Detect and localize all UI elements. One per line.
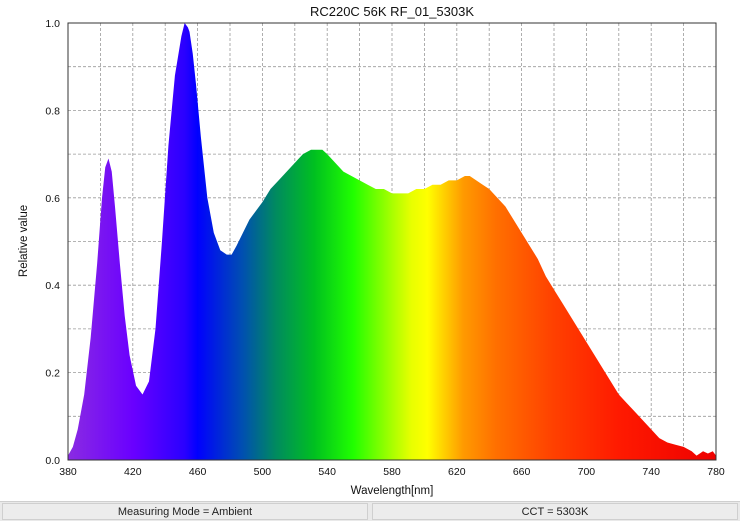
chart-title: RC220C 56K RF_01_5303K [310, 4, 474, 19]
cct-field: CCT = 5303K [372, 503, 738, 520]
plot-frame [67, 22, 717, 461]
y-axis-ticks: 0.0 0.2 0.4 0.6 0.8 1.0 [45, 18, 60, 467]
y-tick-label: 1.0 [45, 18, 60, 30]
x-tick-label: 380 [59, 466, 77, 478]
x-tick-label: 740 [642, 466, 660, 478]
y-tick-label: 0.6 [45, 193, 60, 205]
x-axis-label: Wavelength[nm] [351, 485, 434, 497]
spectrum-area [68, 23, 716, 460]
x-tick-label: 660 [513, 466, 531, 478]
status-bar: Measuring Mode = Ambient CCT = 5303K [0, 501, 740, 521]
measuring-mode-field: Measuring Mode = Ambient [2, 503, 368, 520]
x-tick-label: 420 [124, 466, 142, 478]
x-tick-label: 540 [318, 466, 336, 478]
y-tick-label: 0.4 [45, 280, 60, 292]
x-tick-label: 460 [189, 466, 207, 478]
y-axis-label: Relative value [18, 205, 30, 277]
x-tick-label: 700 [578, 466, 596, 478]
y-tick-label: 0.0 [45, 455, 60, 467]
x-tick-label: 580 [383, 466, 401, 478]
y-tick-label: 0.8 [45, 105, 60, 117]
x-tick-label: 500 [254, 466, 272, 478]
x-axis-ticks: 380 420 460 500 540 580 620 660 700 740 780 [59, 466, 725, 478]
spectrum-chart: RC220C 56K RF_01_5303K 380 420 460 500 540 58… [18, 4, 725, 497]
y-tick-label: 0.2 [45, 368, 60, 380]
x-tick-label: 620 [448, 466, 466, 478]
x-tick-label: 780 [707, 466, 725, 478]
